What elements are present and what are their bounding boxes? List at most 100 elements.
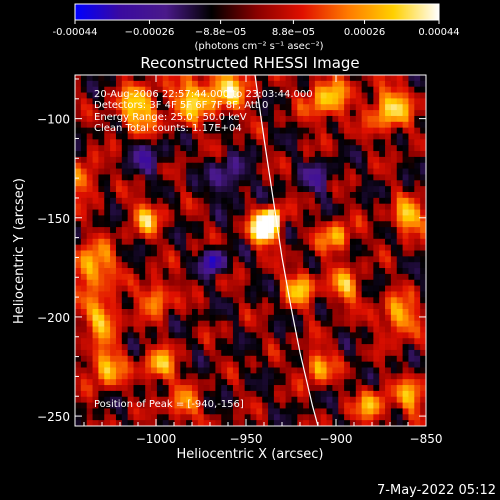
heatmap-cell — [279, 367, 286, 374]
heatmap-cell — [250, 291, 257, 298]
heatmap-cell — [344, 227, 351, 234]
heatmap-cell — [309, 127, 316, 134]
heatmap-cell — [115, 385, 123, 392]
heatmap-cell — [203, 227, 210, 234]
heatmap-cell — [408, 279, 415, 286]
heatmap-cell — [197, 238, 205, 246]
heatmap-cell — [361, 268, 368, 275]
heatmap-cell — [367, 192, 374, 199]
heatmap-cell — [186, 215, 193, 222]
heatmap-cell — [151, 92, 158, 99]
heatmap-cell — [402, 203, 409, 210]
heatmap-cell — [145, 355, 152, 363]
heatmap-cell — [127, 279, 134, 286]
heatmap-cell — [215, 121, 222, 129]
heatmap-cell — [80, 349, 88, 357]
heatmap-cell — [186, 408, 193, 415]
heatmap-cell — [349, 390, 357, 398]
heatmap-cell — [221, 104, 228, 111]
heatmap-cell — [408, 332, 415, 339]
heatmap-cell — [367, 127, 374, 134]
heatmap-cell — [320, 262, 327, 269]
heatmap-cell — [197, 75, 205, 82]
heatmap-cell — [221, 227, 228, 234]
heatmap-cell — [285, 139, 292, 146]
heatmap-cell — [268, 373, 275, 380]
heatmap-cell — [396, 285, 403, 292]
heatmap-cell — [92, 75, 99, 82]
heatmap-cell — [86, 297, 93, 304]
heatmap-cell — [367, 209, 374, 216]
heatmap-cell — [396, 209, 403, 216]
heatmap-cell — [361, 390, 368, 398]
heatmap-cell — [215, 314, 222, 322]
heatmap-cell — [414, 215, 421, 222]
heatmap-cell — [209, 115, 216, 123]
heatmap-cell — [80, 121, 88, 129]
heatmap-cell — [232, 326, 240, 333]
heatmap-cell — [402, 197, 409, 205]
heatmap-cell — [215, 139, 222, 146]
heatmap-cell — [332, 104, 339, 111]
heatmap-cell — [168, 98, 175, 105]
heatmap-cell — [355, 186, 363, 193]
heatmap-cell — [390, 80, 398, 88]
heatmap-cell — [80, 303, 88, 310]
heatmap-cell — [402, 268, 409, 275]
heatmap-cell — [75, 420, 82, 426]
heatmap-cell — [156, 86, 164, 93]
heatmap-cell — [279, 145, 286, 152]
heatmap-cell — [86, 332, 93, 339]
heatmap-cell — [396, 273, 403, 281]
heatmap-cell — [303, 244, 310, 251]
heatmap-cell — [385, 396, 392, 403]
heatmap-cell — [361, 379, 368, 386]
heatmap-cell — [344, 98, 351, 105]
heatmap-cell — [98, 232, 105, 240]
heatmap-cell — [75, 379, 82, 386]
heatmap-cell — [402, 297, 409, 304]
colorbar-ticks: -0.00044 −0.00026 −8.8e−05 8.8e−05 0.00026 0.… — [53, 20, 460, 38]
heatmap-cell — [355, 250, 363, 257]
heatmap-cell — [115, 390, 123, 398]
heatmap-cell — [221, 349, 228, 357]
heatmap-cell — [127, 250, 134, 257]
heatmap-cell — [151, 420, 158, 426]
heatmap-cell — [291, 232, 298, 240]
heatmap-cell — [180, 309, 187, 316]
heatmap-cell — [151, 262, 158, 269]
heatmap-cell — [151, 408, 158, 415]
heatmap-cell — [355, 314, 363, 322]
heatmap-cell — [156, 367, 164, 374]
heatmap-cell — [303, 192, 310, 199]
heatmap-cell — [180, 232, 187, 240]
heatmap-cell — [139, 209, 146, 216]
heatmap-cell — [385, 92, 392, 99]
heatmap-cell — [232, 344, 240, 351]
heatmap-cell — [344, 151, 351, 158]
heatmap-cell — [402, 361, 409, 368]
heatmap-cell — [396, 361, 403, 368]
heatmap-cell — [309, 209, 316, 216]
heatmap-cell — [75, 133, 82, 140]
heatmap-cell — [332, 402, 339, 409]
heatmap-cell — [115, 279, 123, 286]
heatmap-cell — [326, 273, 333, 281]
heatmap-cell — [80, 262, 88, 269]
heatmap-cell — [373, 168, 380, 175]
heatmap-cell — [180, 344, 187, 351]
heatmap-cell — [349, 127, 357, 134]
heatmap-cell — [215, 221, 222, 228]
heatmap-cell — [355, 156, 363, 164]
heatmap-cell — [309, 232, 316, 240]
heatmap-cell — [385, 203, 392, 210]
heatmap-cell — [262, 344, 269, 351]
heatmap-cell — [174, 349, 181, 357]
heatmap-cell — [385, 232, 392, 240]
heatmap-cell — [344, 420, 351, 426]
heatmap-cell — [174, 92, 181, 99]
heatmap-cell — [338, 314, 345, 322]
colorbar-tick-label: −0.00026 — [125, 27, 175, 38]
heatmap-cell — [127, 127, 134, 134]
heatmap-cell — [168, 314, 175, 322]
